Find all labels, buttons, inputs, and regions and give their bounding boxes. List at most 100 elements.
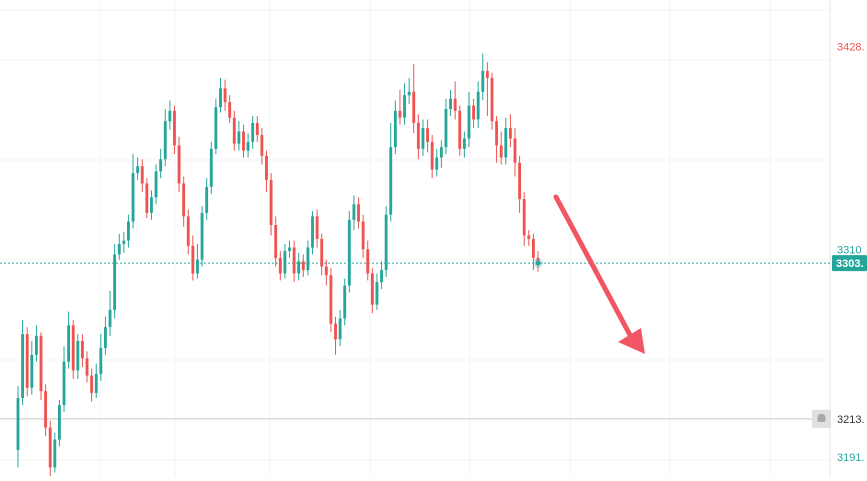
candle xyxy=(426,119,429,153)
candle xyxy=(283,244,287,279)
candle xyxy=(251,115,255,149)
candle-body xyxy=(531,238,535,258)
candle-body xyxy=(458,110,462,149)
candle xyxy=(412,64,416,134)
candle xyxy=(136,157,140,181)
candle-body xyxy=(324,266,328,276)
candle-body xyxy=(393,110,397,148)
candle xyxy=(127,214,130,248)
candle xyxy=(99,334,103,381)
candle-body xyxy=(196,259,199,274)
candle xyxy=(57,399,61,447)
current-price-badge[interactable]: 3303. xyxy=(832,255,867,272)
candle xyxy=(435,148,439,177)
candle-body xyxy=(173,110,176,146)
price-axis[interactable]: 3428. 3310 3213. 3191. 3303. xyxy=(812,42,867,464)
candle-body xyxy=(122,240,126,245)
candle xyxy=(145,178,149,219)
candle-body xyxy=(150,197,153,213)
candle-body xyxy=(357,204,360,222)
candle xyxy=(265,150,268,193)
candle-body xyxy=(412,91,416,123)
candle xyxy=(343,278,347,326)
candle-body xyxy=(508,128,512,139)
candle-body xyxy=(384,214,388,271)
candle-body xyxy=(127,221,130,241)
candle xyxy=(384,205,388,277)
candle-body xyxy=(34,335,38,355)
candle-body xyxy=(237,131,241,144)
candle xyxy=(196,244,199,279)
projection-arrow xyxy=(553,194,645,354)
candle xyxy=(44,384,48,437)
candle xyxy=(403,83,406,125)
candle xyxy=(117,233,121,260)
candle xyxy=(439,140,443,168)
candle-body xyxy=(159,159,163,172)
candle-body xyxy=(94,373,98,393)
candle-body xyxy=(140,166,144,184)
candle-body xyxy=(62,361,66,406)
grid-lines xyxy=(0,0,831,476)
candle-body xyxy=(255,122,259,136)
horizontal-level-line[interactable] xyxy=(0,262,867,420)
candle xyxy=(504,117,508,165)
arrow-shaft xyxy=(553,194,633,338)
candle xyxy=(113,244,117,319)
bell-icon[interactable] xyxy=(812,409,831,428)
candle-body xyxy=(472,105,476,120)
candle xyxy=(292,240,296,283)
candle xyxy=(366,240,370,281)
candle-body xyxy=(145,183,149,213)
candle-body xyxy=(246,141,250,151)
candle xyxy=(173,105,176,155)
candle xyxy=(329,268,333,333)
candle-body xyxy=(76,340,80,371)
candle xyxy=(444,98,448,155)
candle-body xyxy=(292,247,296,274)
candle xyxy=(508,114,512,148)
candles xyxy=(16,53,543,476)
candle-body xyxy=(21,334,25,399)
candle-body xyxy=(228,102,232,118)
candle-body xyxy=(67,325,71,362)
candle-body xyxy=(485,70,489,78)
candle xyxy=(94,363,98,399)
candle-body xyxy=(403,95,406,118)
candle xyxy=(527,230,531,246)
candle xyxy=(485,62,489,116)
candle xyxy=(499,131,503,165)
candle xyxy=(85,351,89,383)
candle xyxy=(214,98,218,155)
candle-body xyxy=(467,105,471,139)
candle xyxy=(274,216,278,267)
candle-body xyxy=(219,88,222,108)
candle-body xyxy=(311,216,314,248)
candle-body xyxy=(361,221,365,250)
candle-body xyxy=(85,358,89,376)
candle-body xyxy=(389,147,393,215)
candle-body xyxy=(182,183,186,217)
candle xyxy=(375,273,379,310)
candle xyxy=(71,320,75,380)
candle-body xyxy=(205,186,209,213)
candle-body xyxy=(242,131,245,151)
bell-icon-shape xyxy=(817,413,826,422)
candle-body xyxy=(518,162,522,200)
candle-body xyxy=(154,171,158,198)
candle xyxy=(76,334,80,380)
candle-body xyxy=(407,91,411,96)
candle-body xyxy=(44,391,48,428)
candle-body xyxy=(430,141,434,170)
candle-body xyxy=(99,347,103,374)
candle xyxy=(237,121,241,151)
candle xyxy=(462,131,466,158)
candle xyxy=(21,320,25,406)
candle-body xyxy=(214,107,218,149)
candle xyxy=(269,173,273,236)
candle xyxy=(80,334,84,367)
candle xyxy=(228,95,232,123)
candle-body xyxy=(370,273,374,305)
